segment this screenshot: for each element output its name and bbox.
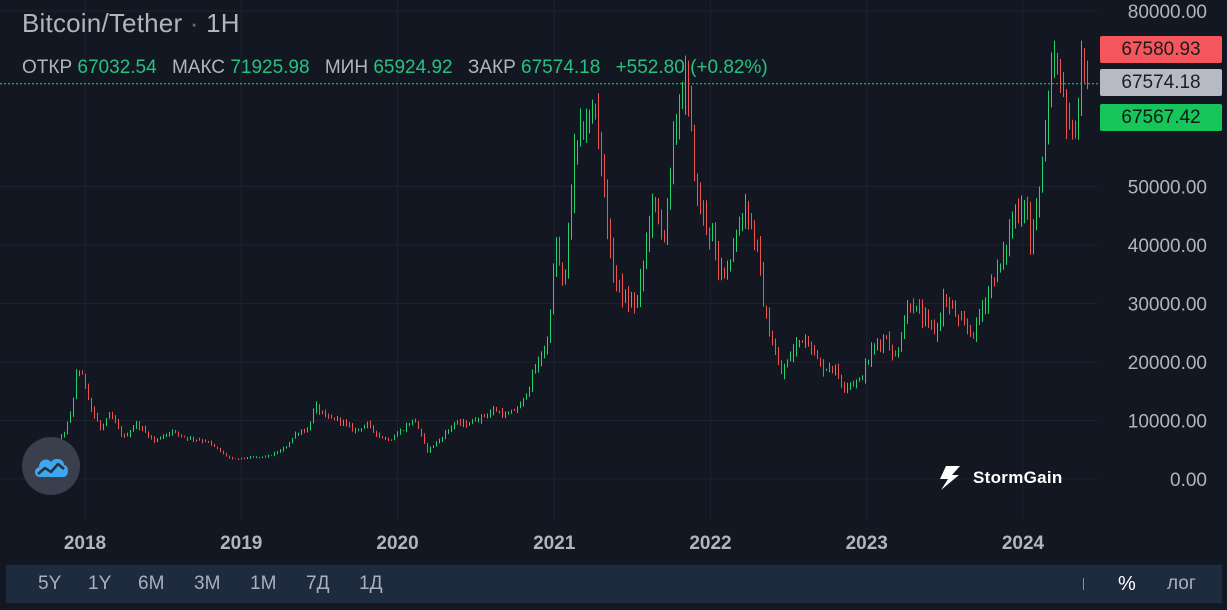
last-price-tag: 67574.18 bbox=[1100, 69, 1222, 96]
range-1d-button[interactable]: 1Д bbox=[359, 573, 383, 594]
percent-scale-toggle[interactable]: % bbox=[1118, 573, 1136, 595]
y-tick-label: 30000.00 bbox=[1128, 295, 1207, 316]
close-label: ЗАКР bbox=[467, 57, 516, 78]
x-tick-label: 2020 bbox=[376, 533, 418, 554]
x-tick-label: 2019 bbox=[220, 533, 262, 554]
close-value: 67574.18 bbox=[521, 57, 601, 78]
grid-lines bbox=[0, 0, 1098, 520]
brand-name: StormGain bbox=[973, 468, 1063, 487]
symbol-name: Bitcoin/Tether bbox=[22, 8, 183, 38]
chart-title: Bitcoin/Tether · 1H bbox=[22, 8, 240, 39]
cloud-chart-icon[interactable] bbox=[22, 437, 80, 495]
change-value: +552.80 (+0.82%) bbox=[615, 57, 768, 78]
toolbar-divider bbox=[1083, 578, 1084, 590]
title-separator: · bbox=[189, 8, 199, 38]
range-1y-button[interactable]: 1Y bbox=[88, 573, 112, 594]
low-price-tag: 67567.42 bbox=[1100, 104, 1222, 131]
open-value: 67032.54 bbox=[77, 57, 157, 78]
interval-label: 1H bbox=[206, 8, 240, 38]
y-tick-label: 40000.00 bbox=[1128, 236, 1207, 257]
high-label: МАКС bbox=[171, 57, 226, 78]
low-value: 65924.92 bbox=[373, 57, 453, 78]
candle-series bbox=[25, 40, 1088, 461]
y-tick-label: 50000.00 bbox=[1128, 178, 1207, 199]
y-axis-labels: 0.00 10000.00 20000.00 30000.00 40000.00 5000… bbox=[1128, 2, 1207, 491]
brand-logo: StormGain bbox=[937, 465, 1063, 491]
chart-canvas[interactable]: 0.00 10000.00 20000.00 30000.00 40000.00 5000… bbox=[0, 0, 1227, 565]
x-tick-label: 2018 bbox=[64, 533, 106, 554]
low-label: МИН bbox=[324, 57, 369, 78]
y-tick-label: 10000.00 bbox=[1128, 412, 1207, 433]
range-toolbar: 5Y 1Y 6M 3M 1M 7Д 1Д % лог bbox=[6, 565, 1222, 603]
lightning-bolt-icon bbox=[940, 466, 960, 490]
x-tick-label: 2021 bbox=[533, 533, 576, 554]
range-7d-button[interactable]: 7Д bbox=[306, 573, 330, 594]
x-axis-labels: 2018 2019 2020 2021 2022 2023 2024 bbox=[64, 533, 1045, 554]
range-3m-button[interactable]: 3M bbox=[194, 573, 221, 594]
range-1m-button[interactable]: 1M bbox=[250, 573, 277, 594]
y-tick-label: 0.00 bbox=[1170, 470, 1207, 491]
range-6m-button[interactable]: 6M bbox=[138, 573, 165, 594]
y-tick-label: 80000.00 bbox=[1128, 2, 1207, 23]
x-tick-label: 2023 bbox=[846, 533, 888, 554]
ohlc-readout: ОТКР 67032.54 МАКС 71925.98 МИН 65924.92… bbox=[22, 57, 768, 79]
log-scale-toggle[interactable]: лог bbox=[1167, 573, 1196, 594]
y-tick-label: 20000.00 bbox=[1128, 353, 1207, 374]
x-tick-label: 2022 bbox=[689, 533, 731, 554]
range-5y-button[interactable]: 5Y bbox=[38, 573, 62, 594]
high-value: 71925.98 bbox=[230, 57, 310, 78]
high-price-tag: 67580.93 bbox=[1100, 36, 1222, 63]
x-tick-label: 2024 bbox=[1002, 533, 1045, 554]
open-label: ОТКР bbox=[22, 57, 73, 78]
